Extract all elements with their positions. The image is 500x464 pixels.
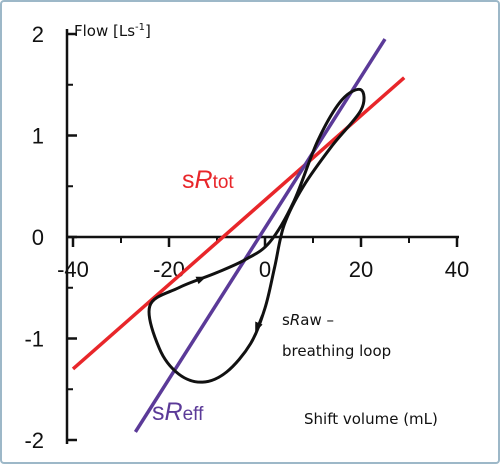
x-tick-label: -40 [57, 257, 89, 282]
y-tick-label: -2 [24, 428, 44, 453]
sraw-annotation: sRaw – [282, 311, 334, 329]
x-tick-label: 20 [349, 257, 373, 282]
expiration-arrow [255, 314, 264, 333]
x-axis-title: Shift volume (mL) [304, 410, 438, 428]
y-axis-title: Flow [Ls-1] [74, 22, 151, 40]
x-tick-label: -20 [153, 257, 185, 282]
sreff-label: sReff [152, 398, 204, 426]
series-group [71, 38, 406, 433]
breathing-loop-curve [147, 87, 366, 384]
inspiration-arrow [191, 276, 207, 285]
labels-group: Flow [Ls-1] Shift volume (mL) sRtot sRef… [74, 22, 438, 428]
y-tick-label: 0 [32, 225, 44, 250]
srtot-label: sRtot [182, 166, 234, 194]
y-tick-label: 1 [32, 124, 44, 149]
y-tick-label: 2 [32, 22, 44, 47]
x-tick-label: 0 [259, 257, 271, 282]
x-tick-label: 40 [445, 257, 469, 282]
axes: 2 1 0 -1 -2 -40 -20 0 20 40 [24, 22, 469, 453]
y-tick-label: -1 [24, 327, 44, 352]
breathing-loop-annotation: breathing loop [282, 342, 391, 360]
sreff-line [133, 38, 387, 433]
